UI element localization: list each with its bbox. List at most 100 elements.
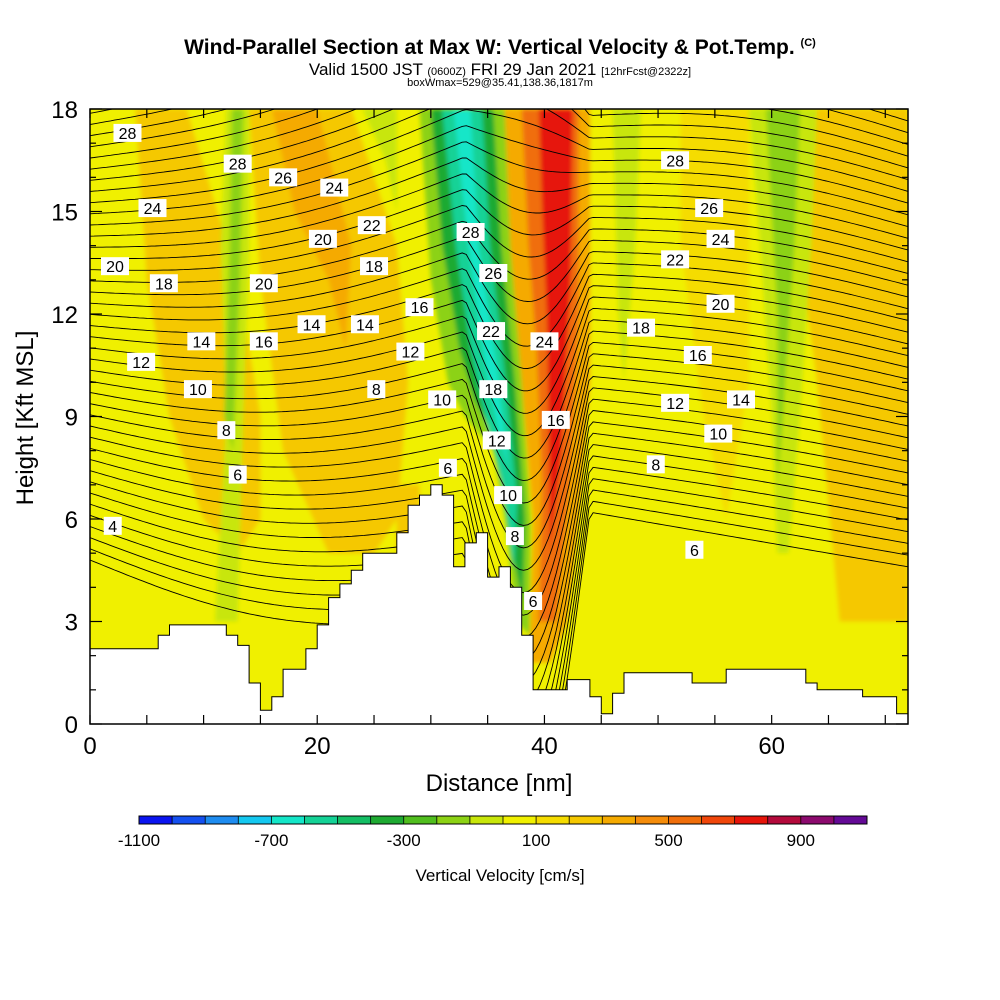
colorbar-swatch: [668, 816, 702, 824]
contour-label: 28: [223, 154, 252, 174]
colorbar-swatch: [403, 816, 438, 824]
contour-label-text: 26: [484, 266, 502, 283]
contour-label-box: [183, 380, 212, 399]
contour-label: 18: [149, 274, 178, 293]
contour-label: 26: [479, 264, 508, 283]
y-tick-label: 9: [65, 405, 78, 432]
theta-contour: [90, 109, 908, 204]
theta-contour: [90, 109, 115, 114]
contour-label: 20: [249, 274, 278, 293]
contour-label-text: 12: [488, 433, 506, 450]
colorbar-label: Vertical Velocity [cm/s]: [415, 866, 584, 885]
contour-label-text: 8: [222, 423, 231, 440]
y-tick-label: 6: [65, 507, 78, 534]
y-axis-label: Height [Kft MSL]: [12, 331, 39, 506]
contour-label-text: 14: [303, 317, 321, 334]
theta-contour: [90, 141, 908, 226]
colorbar-tick-label: 100: [522, 831, 550, 850]
contour-label-text: 14: [356, 317, 374, 334]
theta-contour: [90, 478, 908, 724]
contour-label-box: [308, 229, 337, 248]
contour-label-text: 18: [155, 276, 173, 293]
updraft-band: [794, 109, 908, 622]
theta-contour: [90, 109, 908, 125]
chart-title: Wind-Parallel Section at Max W: Vertical…: [184, 36, 816, 59]
contour-label: 18: [627, 318, 656, 338]
y-tick-label: 12: [51, 302, 78, 329]
downdraft-band: [766, 109, 801, 485]
contour-label-text: 28: [462, 225, 480, 242]
contour-label-box: [320, 178, 349, 197]
contour-label-text: 26: [274, 170, 292, 187]
theta-contour: [90, 376, 908, 571]
contour-label-text: 8: [372, 382, 381, 399]
contour-label-text: 22: [482, 324, 500, 341]
contour-label: 20: [308, 229, 337, 249]
contour-label-box: [249, 274, 278, 293]
x-tick-label: 60: [758, 733, 785, 760]
x-axis-label: Distance [nm]: [426, 770, 573, 797]
contour-label: 6: [438, 458, 457, 478]
contour-label-box: [477, 322, 506, 341]
theta-contour: [90, 125, 908, 215]
contour-label-box: [396, 342, 425, 361]
contour-label-text: 20: [314, 232, 332, 249]
contour-label: 14: [726, 390, 755, 409]
colorbar-swatch: [271, 816, 305, 824]
contour-label-text: 22: [363, 218, 381, 235]
contour-label-box: [706, 229, 735, 248]
theta-contour: [90, 109, 908, 192]
contour-label-box: [350, 315, 379, 334]
contour-label-text: 8: [651, 457, 660, 474]
contour-label-text: 16: [689, 348, 707, 365]
contour-label-box: [249, 332, 278, 351]
contour-label-box: [367, 380, 386, 399]
colorbar-swatch: [569, 816, 603, 824]
contour-label-text: 16: [547, 413, 565, 430]
terrain: [90, 484, 908, 724]
theta-contour: [90, 251, 908, 325]
contour-label: 8: [217, 421, 236, 440]
colorbar-swatch: [635, 816, 669, 824]
colorbar-swatch: [304, 816, 338, 824]
contour-label-box: [228, 465, 247, 484]
theta-contour: [90, 285, 908, 392]
contour-label: 22: [661, 250, 690, 269]
contour-label-text: 18: [365, 259, 383, 276]
updraft-band: [538, 109, 573, 554]
contour-label-box: [297, 315, 326, 334]
contour-label-text: 20: [712, 297, 730, 314]
contour-label-text: 24: [536, 334, 554, 351]
contour-label-box: [685, 540, 704, 559]
theta-contour: [90, 489, 908, 724]
contour-label-box: [357, 216, 386, 235]
colorbar-tick-label: -700: [254, 831, 288, 850]
plot-area: [90, 109, 908, 724]
contour-label-box: [113, 123, 142, 142]
contour-label: 16: [405, 298, 434, 317]
contour-label-text: 12: [666, 396, 684, 413]
contour-label: 10: [494, 486, 523, 505]
contour-label: 14: [297, 315, 326, 334]
contour-label-box: [187, 332, 216, 351]
contour-label-text: 24: [712, 232, 730, 249]
colorbar-swatch: [370, 816, 405, 824]
contour-label-text: 6: [690, 543, 699, 560]
contour-label-box: [695, 199, 724, 218]
theta-contour: [90, 109, 908, 148]
contour-label-text: 24: [144, 201, 162, 218]
contour-label-box: [704, 424, 733, 443]
chart-box-info: boxWmax=529@35.41,138.36,1817m: [407, 77, 593, 89]
x-tick-label: 40: [531, 733, 558, 760]
contour-label: 26: [695, 199, 724, 218]
contour-label-box: [217, 421, 236, 440]
colorbar-swatch: [734, 816, 769, 824]
downdraft-band: [453, 109, 509, 468]
theta-contour: [90, 173, 908, 248]
downdraft-band: [362, 109, 397, 212]
colorbar-swatch: [337, 816, 372, 824]
contour-label: 8: [646, 455, 665, 474]
contour-label: 12: [396, 342, 425, 362]
contour-label-box: [661, 250, 690, 269]
theta-contour: [90, 220, 908, 283]
